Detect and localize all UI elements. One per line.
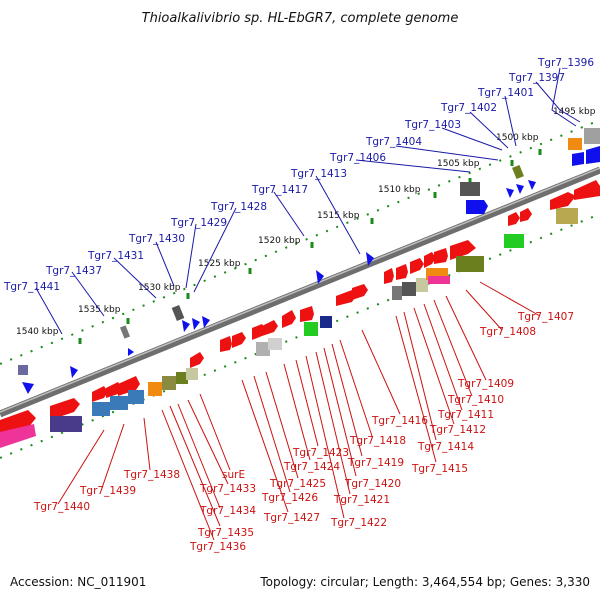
gene-label: Tgr7_1431	[87, 250, 144, 262]
gene-label: Tgr7_1409	[457, 378, 514, 390]
scale-label: 1510 kbp	[378, 185, 421, 195]
gene-label: Tgr7_1415	[411, 463, 468, 475]
scale-label: 1495 kbp	[553, 107, 596, 117]
gene-label: Tgr7_1410	[447, 394, 504, 406]
gene-label: Tgr7_1407	[517, 311, 574, 323]
scale-label: 1525 kbp	[198, 259, 241, 269]
gene-label: Tgr7_1406	[329, 152, 386, 164]
scale-label: 1540 kbp	[16, 327, 59, 337]
gene-label: Tgr7_1403	[404, 119, 461, 131]
gene-label: Tgr7_1402	[440, 102, 497, 114]
gene-label: Tgr7_1404	[365, 136, 422, 148]
gene-label: Tgr7_1408	[479, 326, 536, 338]
top-leader-lines	[35, 67, 581, 335]
gene-label: Tgr7_1397	[508, 72, 565, 84]
gene-label: Tgr7_1437	[45, 265, 102, 277]
gene-label: Tgr7_1423	[292, 447, 349, 459]
gene-label: Tgr7_1413	[290, 168, 347, 180]
gene-label: Tgr7_1422	[330, 517, 387, 529]
gene-label: Tgr7_1429	[170, 217, 227, 229]
gene-label: Tgr7_1438	[123, 469, 180, 481]
gene-label: Tgr7_1427	[263, 512, 320, 524]
scale-label: 1530 kbp	[138, 283, 181, 293]
scale-label: 1520 kbp	[258, 236, 301, 246]
gene-label: Tgr7_1440	[33, 501, 90, 513]
gene-label: Tgr7_1430	[128, 233, 185, 245]
bottom-gene-labels: Tgr7_1407 Tgr7_1408 Tgr7_1409 Tgr7_1410 …	[33, 311, 574, 553]
scale-ticks-lower	[0, 213, 600, 459]
bottom-leader-lines	[57, 281, 541, 541]
scale-major-ticks	[78, 149, 542, 344]
gene-label: surE	[222, 469, 245, 481]
gene-label: Tgr7_1418	[349, 435, 406, 447]
gene-label: Tgr7_1414	[417, 441, 474, 453]
gene-label: Tgr7_1439	[79, 485, 136, 497]
gene-label: Tgr7_1435	[197, 527, 254, 539]
map-title: Thioalkalivibrio sp. HL-EbGR7, complete …	[142, 11, 459, 26]
gene-label: Tgr7_1421	[333, 494, 390, 506]
accession-text: Accession: NC_011901	[10, 575, 146, 589]
genome-backbone	[0, 166, 600, 418]
gene-label: Tgr7_1401	[477, 87, 534, 99]
gene-label: Tgr7_1419	[347, 457, 404, 469]
gene-label: Tgr7_1426	[261, 492, 318, 504]
gene-label: Tgr7_1436	[189, 541, 246, 553]
gene-label: Tgr7_1441	[3, 281, 60, 293]
gene-label: Tgr7_1396	[537, 57, 594, 69]
upper-track-features	[18, 128, 600, 394]
gene-label: Tgr7_1417	[251, 184, 308, 196]
gene-label: Tgr7_1425	[269, 478, 326, 490]
gene-label: Tgr7_1420	[344, 478, 401, 490]
top-gene-labels: Tgr7_1396 Tgr7_1397 Tgr7_1401 Tgr7_1402 …	[3, 57, 594, 293]
gene-label: Tgr7_1424	[283, 461, 340, 473]
gene-label: Tgr7_1434	[199, 505, 256, 517]
gene-label: Tgr7_1416	[371, 415, 428, 427]
scale-label: 1505 kbp	[437, 159, 480, 169]
backbone-genes	[0, 180, 600, 448]
gene-label: Tgr7_1412	[429, 424, 486, 436]
scale-ticks-upper	[0, 119, 600, 365]
gene-label: Tgr7_1428	[210, 201, 267, 213]
scale-label: 1500 kbp	[496, 133, 539, 143]
topology-text: Topology: circular; Length: 3,464,554 bp…	[259, 575, 590, 589]
gene-label: Tgr7_1411	[437, 409, 494, 421]
gene-label: Tgr7_1433	[199, 483, 256, 495]
